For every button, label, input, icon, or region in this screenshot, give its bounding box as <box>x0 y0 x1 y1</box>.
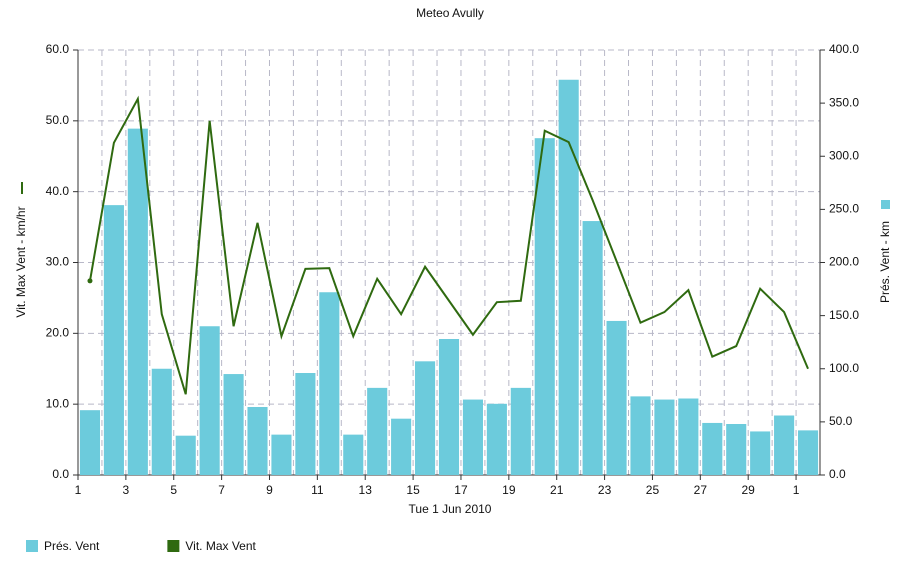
bar <box>391 418 412 475</box>
bar <box>127 128 148 475</box>
y2-tick-label: 300.0 <box>829 148 859 162</box>
y-tick-label: 20.0 <box>46 326 70 340</box>
x-tick-label: 9 <box>266 483 273 497</box>
y2-tick-label: 250.0 <box>829 202 859 216</box>
x-tick-label: 15 <box>406 483 420 497</box>
bar <box>223 374 244 475</box>
x-tick-label: 29 <box>742 483 756 497</box>
chart-title: Meteo Avully <box>416 6 484 20</box>
y-tick-label: 30.0 <box>46 255 70 269</box>
legend-swatch <box>167 540 180 552</box>
bar <box>415 361 436 475</box>
axis-legend-icon <box>881 200 890 209</box>
bar <box>319 292 340 475</box>
x-axis-label: Tue 1 Jun 2010 <box>409 502 492 516</box>
bar <box>247 407 268 475</box>
legend-swatch <box>26 540 38 552</box>
y-tick-label: 10.0 <box>46 396 70 410</box>
y2-tick-label: 100.0 <box>829 361 859 375</box>
line <box>88 95 809 395</box>
x-tick-label: 3 <box>123 483 130 497</box>
legend-label: Vit. Max Vent <box>185 539 256 553</box>
bar <box>774 415 795 475</box>
y2-tick-label: 400.0 <box>829 42 859 56</box>
y2-tick-label: 350.0 <box>829 95 859 109</box>
bar <box>606 320 627 475</box>
bar <box>797 430 819 475</box>
x-tick-label: 23 <box>598 483 612 497</box>
y-tick-label: 0.0 <box>52 467 69 481</box>
bar <box>726 424 747 475</box>
y2-tick-label: 0.0 <box>829 467 846 481</box>
bar <box>702 422 723 475</box>
bar <box>678 398 699 475</box>
y-tick-label: 50.0 <box>46 113 70 127</box>
y2-tick-label: 150.0 <box>829 308 859 322</box>
x-tick-label: 19 <box>502 483 516 497</box>
bar <box>654 399 675 475</box>
bar <box>103 205 124 475</box>
y2-axis-label: Prés. Vent - km <box>878 221 892 303</box>
x-tick-label: 1 <box>75 483 82 497</box>
x-tick-label: 1 <box>793 483 800 497</box>
bar <box>486 403 507 475</box>
bar <box>343 434 364 475</box>
x-tick-label: 27 <box>694 483 708 497</box>
legend-label: Prés. Vent <box>44 539 100 553</box>
x-tick-label: 7 <box>218 483 225 497</box>
bar <box>630 396 651 475</box>
x-tick-label: 17 <box>454 483 468 497</box>
y-axis-label: Vit. Max Vent - km/hr <box>14 206 28 317</box>
bar <box>151 368 172 475</box>
y2-tick-label: 50.0 <box>829 414 853 428</box>
bar <box>367 387 388 475</box>
y-tick-label: 60.0 <box>46 42 70 56</box>
bar <box>438 339 460 475</box>
y2-tick-label: 200.0 <box>829 255 859 269</box>
bar <box>79 410 101 475</box>
bar <box>558 79 579 475</box>
bar <box>582 221 603 475</box>
x-tick-label: 21 <box>550 483 564 497</box>
bar <box>199 326 220 475</box>
bar <box>750 431 771 475</box>
x-tick-label: 5 <box>170 483 177 497</box>
bar <box>295 373 316 475</box>
y-tick-label: 40.0 <box>46 184 70 198</box>
bar <box>462 399 483 475</box>
x-tick-label: 13 <box>359 483 373 497</box>
point <box>87 278 93 284</box>
bar <box>175 435 196 475</box>
bar <box>271 434 292 475</box>
bar <box>510 387 531 475</box>
x-tick-label: 25 <box>646 483 660 497</box>
x-tick-label: 11 <box>311 483 324 497</box>
bar <box>534 138 555 475</box>
